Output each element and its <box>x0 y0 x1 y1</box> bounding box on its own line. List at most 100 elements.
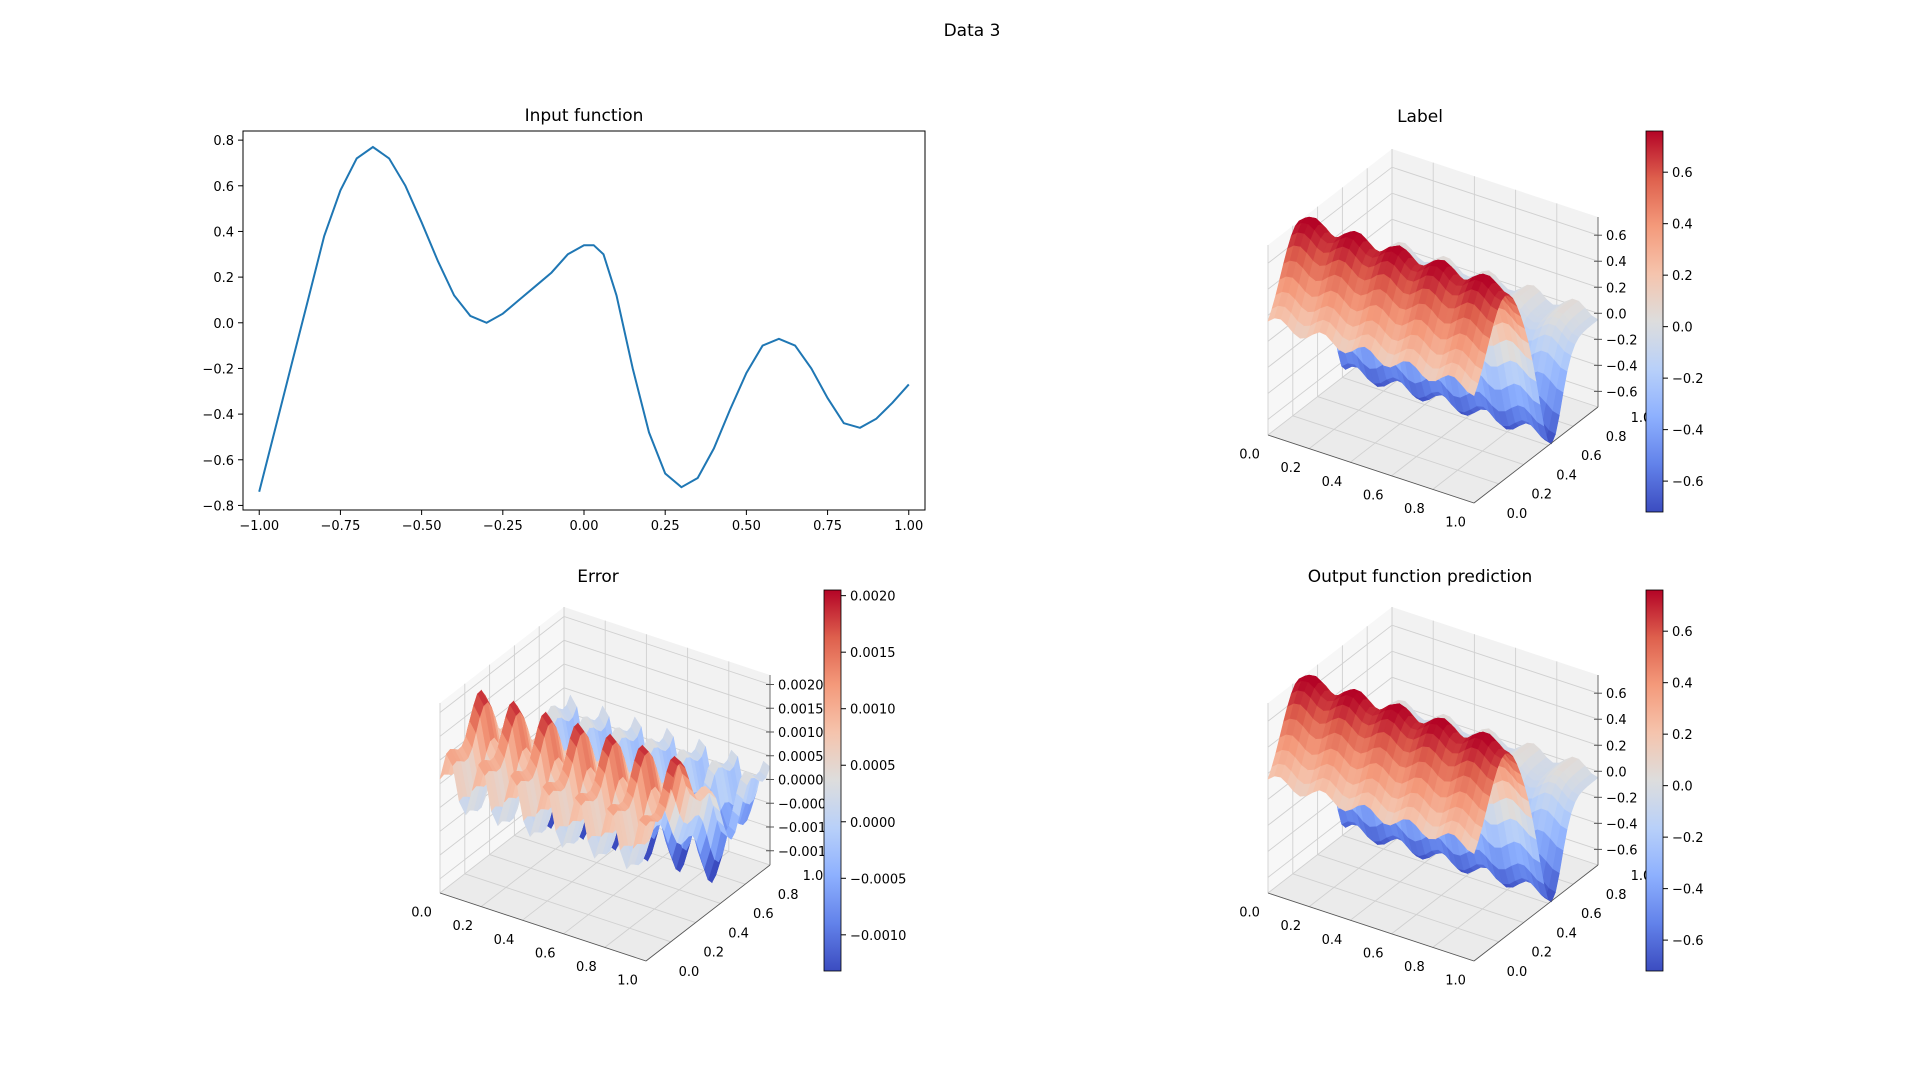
y-tick-label: 0.0 <box>679 965 700 980</box>
panel-title: Label <box>1397 107 1443 127</box>
y-tick-label: −0.8 <box>202 499 234 514</box>
y-tick-label: 0.4 <box>1556 926 1577 941</box>
y-tick-label: 0.8 <box>213 134 234 149</box>
z-tick-label: −0.4 <box>1606 359 1638 374</box>
y-tick-label: 0.2 <box>1531 488 1552 503</box>
z-grid-line <box>439 615 771 713</box>
colorbar <box>1645 130 1664 513</box>
input-function-panel: Input function −1.00 −0.75 −0.50 −0.25 0.00 0.… <box>202 106 926 534</box>
z-tick-label: 0.2 <box>1606 281 1627 296</box>
z-tick-label: −0.0015 <box>778 845 834 860</box>
floor-grid-line <box>1342 376 1549 446</box>
x-tick-label: −0.50 <box>402 519 442 534</box>
input-function-frame <box>242 130 926 511</box>
y-axis-line <box>1473 406 1599 504</box>
y-tick-label: 0.2 <box>1531 946 1552 961</box>
x-tick-label: 0.6 <box>535 946 556 961</box>
y-tick-label: 0.8 <box>1606 888 1627 903</box>
z-tick-label: −0.2 <box>1606 333 1638 348</box>
x-tick-label: −0.75 <box>321 519 361 534</box>
x-tick-label: 0.50 <box>732 519 761 534</box>
colorbar-tick-label: −0.6 <box>1672 934 1704 949</box>
y-tick-label: 1.0 <box>803 869 824 884</box>
colorbar <box>823 589 842 972</box>
x-axis-line <box>1267 434 1475 504</box>
colorbar-tick-label: −0.2 <box>1672 831 1704 846</box>
x-tick-label: 1.00 <box>894 519 923 534</box>
x-tick-label: −0.25 <box>483 519 523 534</box>
x-tick-label: 0.0 <box>1239 448 1260 463</box>
surface-facet <box>1467 837 1479 854</box>
z-tick-label: 0.0000 <box>778 774 824 789</box>
x-tick-label: 0.8 <box>1404 960 1425 975</box>
input-function-line <box>258 145 910 492</box>
z-tick-label: 0.0005 <box>778 750 824 765</box>
colorbar-tick-label: −0.0010 <box>850 929 906 944</box>
z-tick-label: 0.6 <box>1606 229 1627 244</box>
colorbar-tick-label: 0.2 <box>1672 269 1693 284</box>
x-tick-label: 0.4 <box>494 933 515 948</box>
x-tick-label: 0.8 <box>1404 502 1425 517</box>
y-tick-label: 0.0 <box>1507 507 1528 522</box>
colorbar <box>1645 589 1664 972</box>
z-tick-label: −0.6 <box>1606 385 1638 400</box>
colorbar-tick-label: 0.0000 <box>850 816 896 831</box>
output-prediction-panel: Output function prediction 0.0 0.2 0.4 0.6 0.… <box>1239 567 1703 989</box>
colorbar-tick-label: 0.0005 <box>850 759 896 774</box>
x-tick-label: 1.0 <box>1445 974 1466 989</box>
colorbar-tick-label: −0.4 <box>1672 883 1704 898</box>
x-tick-label: 0.6 <box>1363 488 1384 503</box>
colorbar-tick-label: 0.0015 <box>850 646 896 661</box>
y-tick-label: 0.8 <box>1606 430 1627 445</box>
y-axis-line <box>1473 864 1599 962</box>
x-tick-label: −1.00 <box>239 519 279 534</box>
input-function-title: Input function <box>525 106 644 126</box>
panel-title: Output function prediction <box>1308 567 1533 587</box>
colorbar-tick-label: 0.4 <box>1672 218 1693 233</box>
x-tick-label: 0.0 <box>1239 906 1260 921</box>
z-tick-label: −0.0005 <box>778 797 834 812</box>
error-panel: Error0.00.20.40.60.81.00.00.20.40.60.81.… <box>411 567 906 989</box>
y-tick-label: 0.4 <box>728 926 749 941</box>
z-tick-label: −0.6 <box>1606 843 1638 858</box>
floor-grid-line <box>1342 834 1549 904</box>
x-tick-label: 0.4 <box>1322 933 1343 948</box>
floor-grid-line <box>1292 873 1499 943</box>
floor-grid-line <box>489 854 696 924</box>
y-tick-label: 0.4 <box>213 225 234 240</box>
z-tick-label: 0.0010 <box>778 726 824 741</box>
x-tick-label: 0.2 <box>452 919 473 934</box>
z-tick-label: 0.2 <box>1606 739 1627 754</box>
y-tick-label: 0.6 <box>753 907 774 922</box>
floor-grid-line <box>563 837 688 935</box>
z-tick-label: 0.0015 <box>778 702 824 717</box>
y-tick-label: 0.8 <box>778 888 799 903</box>
x-tick-label: 0.2 <box>1280 919 1301 934</box>
y-tick-label: 0.4 <box>1556 468 1577 483</box>
x-tick-label: 1.0 <box>1445 516 1466 531</box>
x-tick-label: 0.6 <box>1363 946 1384 961</box>
floor-grid-line <box>1317 396 1524 466</box>
x-tick-label: 0.0 <box>411 906 432 921</box>
z-tick-label: 0.6 <box>1606 687 1627 702</box>
floor-grid-line <box>464 873 671 943</box>
y-tick-label: −0.4 <box>202 408 234 423</box>
panel-title: Error <box>577 567 618 587</box>
floor-grid-line <box>514 834 721 904</box>
z-tick-label: −0.2 <box>1606 791 1638 806</box>
z-tick-label: 0.4 <box>1606 713 1627 728</box>
z-tick-label: 0.0 <box>1606 765 1627 780</box>
x-axis-line <box>1267 892 1475 962</box>
x-tick-label: 0.25 <box>651 519 680 534</box>
x-tick-label: 0.00 <box>570 519 599 534</box>
y-tick-label: 0.0 <box>213 317 234 332</box>
x-tick-label: 0.2 <box>1280 461 1301 476</box>
colorbar-tick-label: 0.0 <box>1672 780 1693 795</box>
surface-facet <box>1467 379 1479 396</box>
x-axis-line <box>439 892 647 962</box>
colorbar-tick-label: 0.2 <box>1672 728 1693 743</box>
z-tick-label: 0.0 <box>1606 307 1627 322</box>
colorbar-tick-label: 0.6 <box>1672 625 1693 640</box>
y-axis-line <box>645 864 771 962</box>
